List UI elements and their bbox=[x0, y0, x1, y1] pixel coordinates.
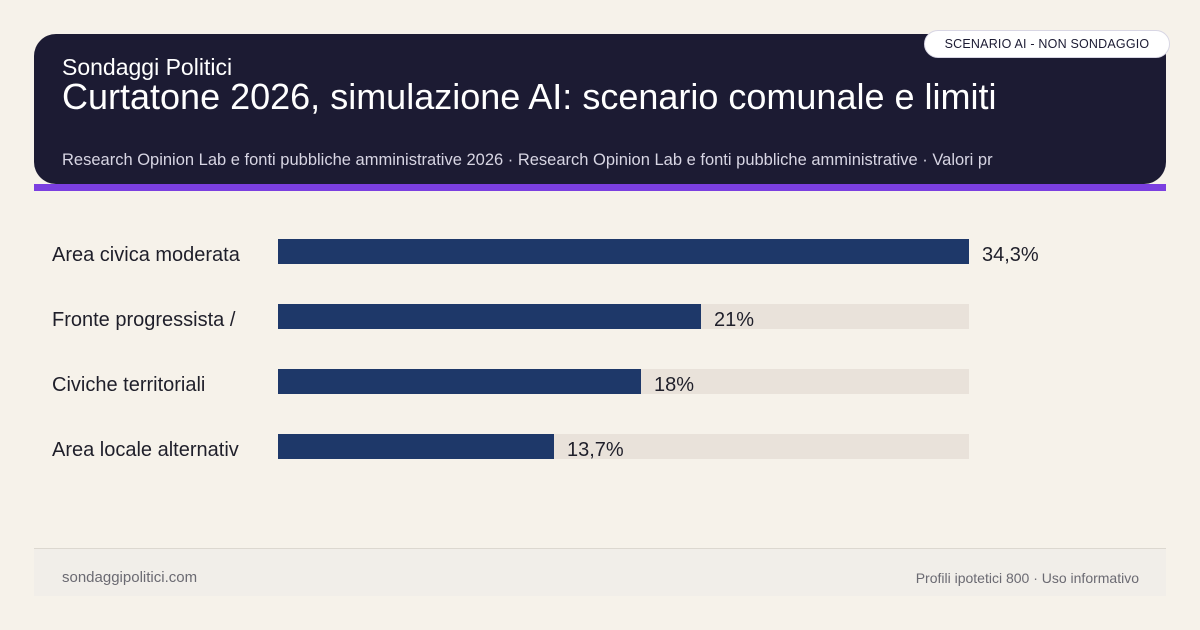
category-label: Area locale alternativ bbox=[52, 439, 239, 461]
bar bbox=[278, 304, 701, 329]
source-subtitle: Research Opinion Lab e fonti pubbliche a… bbox=[62, 151, 993, 169]
category-label: Civiche territoriali bbox=[52, 374, 206, 396]
accent-divider bbox=[34, 184, 1166, 191]
bar-row: Fronte progressista / 21% bbox=[0, 304, 1200, 344]
bar-row: Civiche territoriali 18% bbox=[0, 369, 1200, 409]
value-label: 21% bbox=[714, 309, 755, 331]
bar-row: Area civica moderata 34,3% bbox=[0, 239, 1200, 279]
bar bbox=[278, 369, 641, 394]
value-label: 18% bbox=[654, 374, 695, 396]
category-label: Area civica moderata bbox=[52, 244, 240, 266]
scenario-badge: SCENARIO AI - NON SONDAGGIO bbox=[924, 30, 1170, 58]
brand-name: Sondaggi Politici bbox=[62, 54, 233, 80]
footer-site: sondaggipolitici.com bbox=[62, 569, 198, 586]
bar bbox=[278, 434, 554, 459]
value-label: 13,7% bbox=[567, 439, 624, 461]
header-banner: Sondaggi Politici Curtatone 2026, simula… bbox=[34, 34, 1166, 184]
page-title: Curtatone 2026, simulazione AI: scenario… bbox=[62, 76, 997, 117]
footer: sondaggipolitici.com Profili ipotetici 8… bbox=[34, 548, 1166, 596]
bar bbox=[278, 239, 969, 264]
bar-row: Area locale alternativ 13,7% bbox=[0, 434, 1200, 474]
value-label: 34,3% bbox=[982, 244, 1039, 266]
category-label: Fronte progressista / bbox=[52, 309, 236, 331]
footer-note: Profili ipotetici 800 · Uso informativo bbox=[915, 570, 1139, 586]
